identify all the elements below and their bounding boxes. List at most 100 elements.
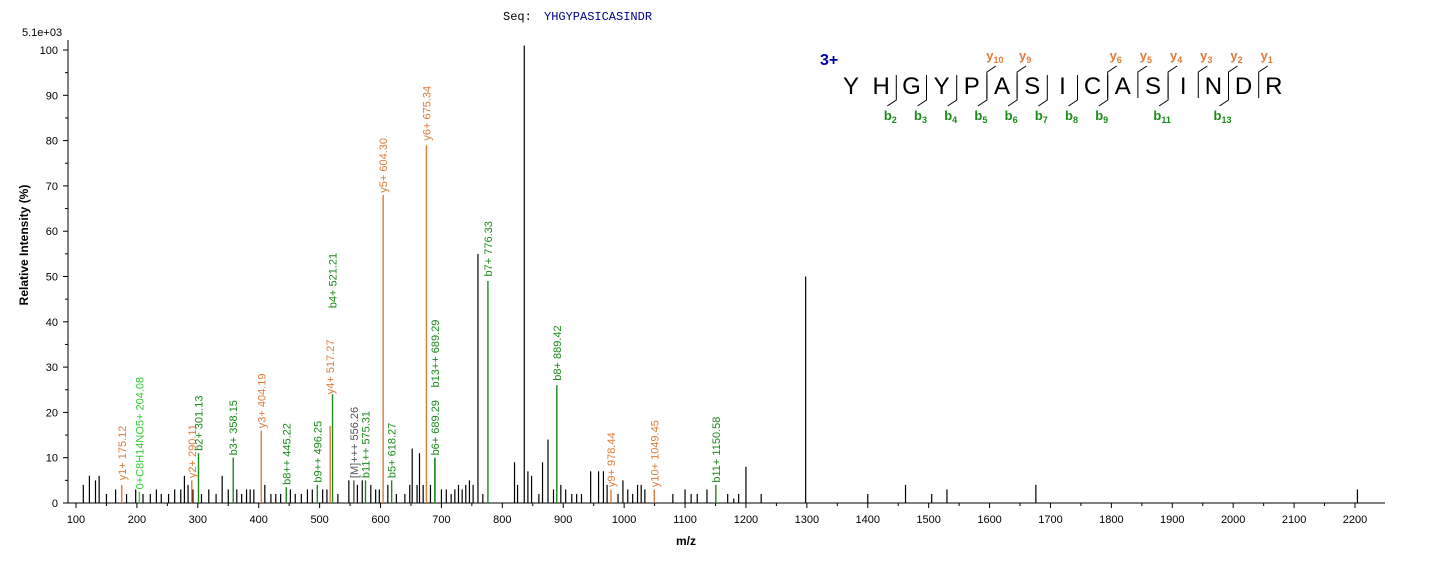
x-tick-label: 900 [554,514,572,526]
y-ion-label: y5 [1140,48,1152,65]
x-tick-label: 1600 [977,514,1001,526]
peak-label: y4+ 517.27 [325,340,337,395]
b-ion-label: b13 [1214,108,1232,125]
peak-label: b11++ 575.31 [360,411,372,478]
y-ion-bracket [1167,65,1178,98]
y-ion-sub: 10 [994,55,1004,65]
y-ion-sub: 2 [1238,55,1243,65]
b-ion-label: b3 [914,108,927,125]
y-ion-bracket [1197,65,1208,98]
b-ion-label: b2 [884,108,897,125]
b-ion-sub: 11 [1161,115,1171,125]
b-ion-sub: 13 [1221,115,1231,125]
peak-label: y5+ 604.30 [378,138,390,193]
x-tick-label: 1700 [1038,514,1062,526]
b-ion-label: b9 [1095,108,1108,125]
b-ion-sub: 5 [982,115,987,125]
x-tick-label: 1100 [673,514,697,526]
y-ion-label: y6 [1110,48,1122,65]
peak-label: b11+ 1150.58 [711,417,723,483]
peak-label: b2+ 301.13 [193,396,205,451]
peak-label: y2+ 290.11 [187,424,199,478]
x-tick-label: 1800 [1099,514,1123,526]
residue: I [1180,73,1187,100]
y-ion-sub: 3 [1207,55,1212,65]
b-ion-marker: b8 [1065,75,1078,125]
y-ion-label: y9 [1019,48,1031,65]
residue: H [873,73,890,100]
x-tick-label: 1200 [734,514,758,526]
residue: A [1115,73,1131,100]
y-ion-label: y10 [986,48,1003,65]
y-tick-label: 30 [46,362,58,374]
b-ion-label: b4 [944,108,957,125]
b-ion-bracket [1068,75,1078,107]
b-ion-label: b6 [1005,108,1018,125]
b-ion-sub: 2 [892,115,897,125]
y-ion-bracket [1228,65,1238,98]
b-ion-sub: 9 [1103,115,1108,125]
x-tick-label: 1400 [856,514,880,526]
y-ion-bracket [1107,65,1117,98]
peak-label: b8++ 445.22 [281,423,293,485]
b-ion-bracket [917,75,927,107]
b-ion-sub: 4 [952,115,957,125]
seq-value: YHGYPASICASINDR [544,10,652,24]
peak-label: b9++ 496.25 [312,421,324,483]
b-ion-bracket [887,75,897,107]
unlabeled-peaks [82,45,1359,503]
b-ion-label: b8 [1065,108,1078,125]
peak-label: y1+ 175.12 [117,426,129,481]
peak-label: b4+ 521.21 [328,253,340,308]
residue: C [1084,73,1101,100]
x-ticks: 100 200 300 400 500 600 700 800 900 1000 1100 1200 1… [67,503,1367,526]
residue: I [1059,73,1066,100]
residue: N [1205,73,1222,100]
charge-label: 3+ [820,52,838,69]
x-tick-label: 300 [189,514,207,526]
y-tick-label: 100 [40,45,58,57]
axes [67,40,1385,504]
residue: A [994,73,1010,100]
y-ion-sub: 6 [1117,55,1122,65]
b-ion-bracket [947,75,958,107]
y-ion-label: y3 [1200,48,1212,65]
residue: Y [843,73,859,100]
peak-label: y10+ 1049.45 [649,420,661,487]
y-tick-label: 90 [46,90,58,102]
peak-label: [M]+++ 556.26 [349,407,361,478]
x-tick-label: 100 [67,514,85,526]
residue: R [1265,73,1282,100]
peak-label: b8+ 889.42 [552,325,564,380]
y-ion-label: y1 [1261,48,1273,65]
y-ticks: 0 10 20 30 40 50 60 70 80 90 100 [40,45,68,510]
x-axis-title: m/z [676,534,696,548]
x-tick-label: 600 [371,514,389,526]
residue: D [1235,73,1252,100]
y-tick-label: 70 [46,181,58,193]
b-ion-sub: 3 [922,115,927,125]
residue: S [1145,73,1161,100]
x-tick-label: 1900 [1160,514,1184,526]
residue: G [902,73,921,100]
b-ion-label: b7 [1035,108,1048,125]
b-ion-label: b5 [974,108,987,125]
y-tick-label: 40 [46,317,58,329]
y-tick-label: 10 [46,453,58,465]
peak-label: b5+ 618.27 [387,423,399,478]
peak-label: b3+ 358.15 [228,400,240,455]
y-axis-title: Relative Intensity (%) [17,185,31,306]
residue: S [1024,73,1040,100]
residue: Y [934,73,950,100]
y-ion-sub: 1 [1268,55,1273,65]
b-ion-sub: 7 [1043,115,1048,125]
x-tick-label: 2100 [1282,514,1306,526]
x-tick-label: 400 [250,514,268,526]
y-ion-bracket [1137,65,1148,98]
y-ion-bracket [986,65,997,98]
b-ion-bracket [1038,75,1048,107]
y-ion-sub: 9 [1026,55,1031,65]
y-ion-sub: 5 [1147,55,1152,65]
b-ion-sub: 8 [1073,115,1078,125]
